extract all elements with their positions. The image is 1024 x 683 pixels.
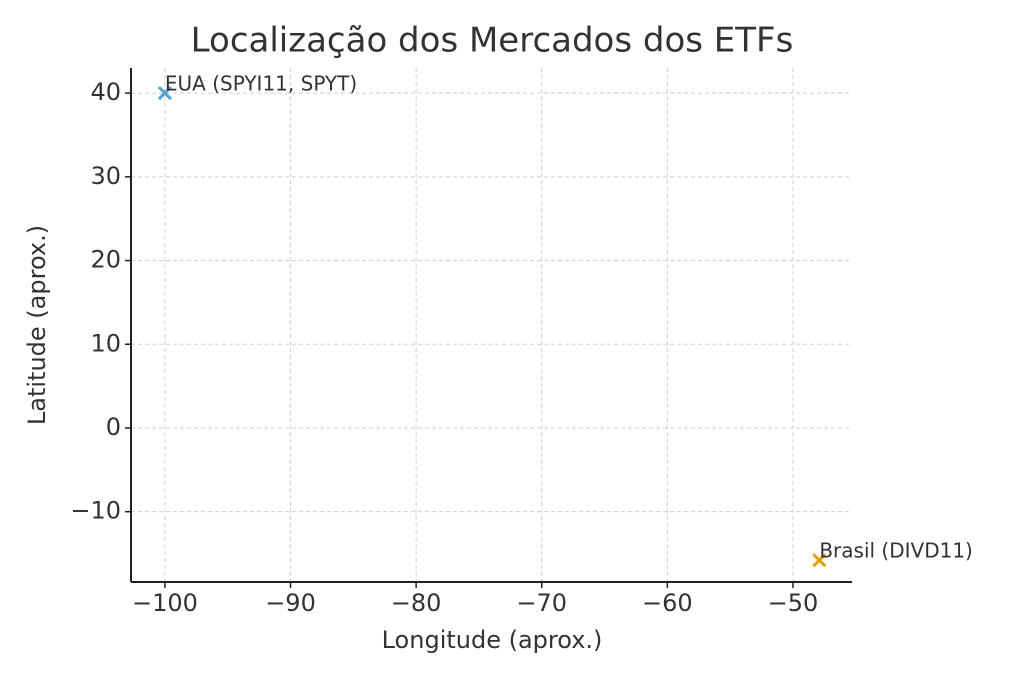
y-axis-label: Latitude (aprox.) — [23, 225, 51, 425]
x-tick-label: −60 — [642, 589, 693, 617]
y-tick-label: −10 — [70, 497, 121, 525]
x-tick-label: −90 — [265, 589, 316, 617]
point — [157, 86, 172, 101]
y-tick-label: 30 — [90, 162, 121, 190]
y-tick-label: 10 — [90, 329, 121, 357]
chart-title: Localização dos Mercados dos ETFs — [191, 21, 794, 61]
point-label: Brasil (DIVD11) — [819, 539, 973, 563]
x-tick-label: −50 — [768, 589, 819, 617]
point-label: EUA (SPYI11, SPYT) — [165, 72, 357, 96]
x-tick-label: −100 — [132, 589, 198, 617]
x-tick-label: −70 — [516, 589, 567, 617]
x-axis-label: Longitude (aprox.) — [382, 626, 603, 654]
y-tick-label: 0 — [106, 413, 121, 441]
y-tick-label: 40 — [90, 78, 121, 106]
x-tick-label: −80 — [391, 589, 442, 617]
point — [812, 553, 827, 568]
y-tick-label: 20 — [90, 246, 121, 274]
